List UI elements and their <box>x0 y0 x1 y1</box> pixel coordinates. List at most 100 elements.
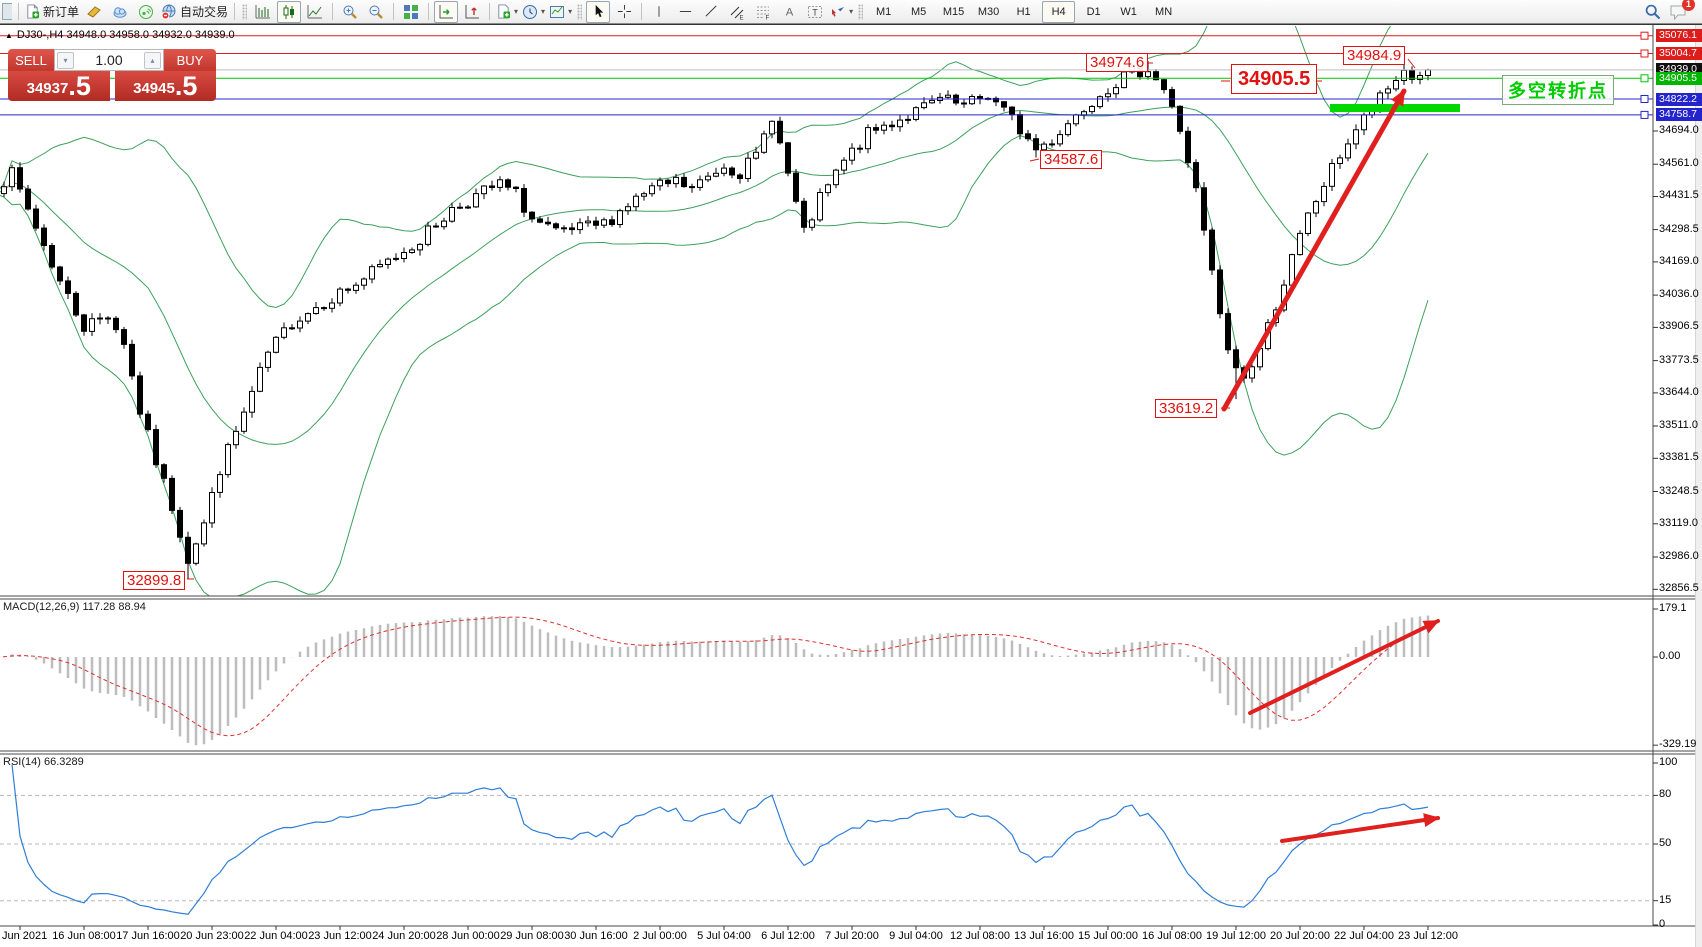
chart-shift-button[interactable] <box>460 1 484 23</box>
line-chart-button[interactable] <box>303 1 327 23</box>
buy-price-frac: .5 <box>174 71 198 101</box>
publish-button[interactable] <box>108 1 132 23</box>
sell-price-frac: .5 <box>68 71 91 101</box>
buy-button[interactable]: BUY <box>164 49 216 71</box>
toolbar-grip[interactable] <box>242 3 248 20</box>
turning-point-annotation[interactable]: 多空转折点 <box>1502 75 1614 105</box>
timeframe-button-H1[interactable]: H1 <box>1016 5 1031 18</box>
time-axis-label: 17 Jun 16:00 <box>116 930 180 942</box>
crosshair-tool-button[interactable] <box>612 1 636 23</box>
toolbar-grip[interactable] <box>858 3 864 20</box>
vertical-line-icon <box>658 6 660 17</box>
chart-window: ▲ DJ30-,H4 34948.0 34958.0 34932.0 34939.… <box>0 24 1702 947</box>
time-axis-label: 23 Jul 12:00 <box>1398 930 1458 942</box>
price-axis-tick-label: 33248.5 <box>1659 484 1699 497</box>
macd-axis-tick-label: 0.00 <box>1659 650 1681 662</box>
one-click-trade-panel: SELL ▾ 1.00 ▴ BUY 34937.5 34945.5 <box>8 49 216 101</box>
autotrading-button[interactable]: 自动交易 <box>160 1 229 23</box>
rsi-indicator-label: RSI(14) 66.3289 <box>3 756 84 768</box>
candlestick-chart-icon <box>283 4 295 19</box>
styler-button[interactable] <box>82 1 106 23</box>
text-tool-button[interactable]: A <box>777 1 801 23</box>
price-axis-tick-label: 34561.0 <box>1659 157 1699 170</box>
add-indicator-button[interactable]: ▾ <box>495 1 519 23</box>
price-callout-label[interactable]: 34587.6 <box>1040 150 1103 169</box>
auto-scroll-button[interactable] <box>434 0 459 23</box>
time-axis-label: 22 Jun 04:00 <box>244 930 308 942</box>
channel-tool-button[interactable]: E <box>725 1 749 23</box>
text-label-icon: T <box>808 5 823 18</box>
templates-button[interactable]: ▾ <box>548 1 573 23</box>
signals-button[interactable] <box>134 1 158 23</box>
price-axis-tick-label: 34036.0 <box>1659 288 1699 301</box>
price-callout-label[interactable]: 34905.5 <box>1231 64 1318 94</box>
time-axis-label: 16 Jun 08:00 <box>52 930 116 942</box>
zoom-in-button[interactable] <box>338 1 362 23</box>
text-label-tool-button[interactable]: T <box>803 1 827 23</box>
price-callout-label[interactable]: 32899.8 <box>123 571 186 590</box>
price-callout-label[interactable]: 34974.6 <box>1086 53 1149 72</box>
price-callout-label[interactable]: 33619.2 <box>1155 399 1218 418</box>
price-line-axis-label: 35076.1 <box>1656 29 1702 43</box>
periods-button[interactable]: ▾ <box>521 1 546 23</box>
horizontal-line-tool-button[interactable] <box>673 1 697 23</box>
volume-value[interactable]: 1.00 <box>95 52 123 68</box>
rsi-axis-tick-label: 0 <box>1659 918 1666 930</box>
tile-windows-button[interactable] <box>399 1 423 23</box>
timeframe-button-M15[interactable]: M15 <box>942 5 965 18</box>
toolbar-separator <box>18 3 19 20</box>
main-toolbar: 新订单 自动交易 <box>0 0 1702 24</box>
trend-arrows[interactable] <box>1221 88 1440 843</box>
add-indicator-icon <box>498 4 511 19</box>
axis-tick-marks <box>19 130 1658 930</box>
clipped-toolbar-icon[interactable] <box>2 3 12 20</box>
vertical-line-tool-button[interactable] <box>647 1 671 23</box>
timeframe-button-MN[interactable]: MN <box>1155 5 1173 18</box>
time-axis-label: 15 Jul 00:00 <box>1078 930 1138 942</box>
candlestick-chart-button[interactable] <box>277 0 302 23</box>
buy-price-main: 34945 <box>133 80 175 97</box>
macd-pane <box>0 615 1430 746</box>
fibonacci-tool-button[interactable]: F <box>751 1 775 23</box>
svg-text:E: E <box>740 15 744 20</box>
volume-decrease-button[interactable]: ▾ <box>57 51 74 69</box>
signal-icon <box>139 4 154 19</box>
timeframe-toolbar: M1 M5 M15 M30 H1 H4 D1 W1 MN <box>866 0 1181 23</box>
channel-icon: E <box>730 6 744 20</box>
timeframe-button-H4[interactable]: H4 <box>1042 0 1076 23</box>
price-callout-label[interactable]: 34984.9 <box>1343 46 1406 65</box>
trendline-tool-button[interactable] <box>699 1 723 23</box>
toolbar-grip[interactable] <box>577 3 583 20</box>
notifications-button[interactable]: 1 <box>1666 0 1695 23</box>
search-button[interactable] <box>1640 1 1664 23</box>
zoom-out-button[interactable] <box>364 1 388 23</box>
price-line-axis-label: 34905.5 <box>1656 71 1702 85</box>
buy-price-button[interactable]: 34945.5 <box>114 71 216 101</box>
arrows-tool-button[interactable]: ▾ <box>829 1 854 23</box>
dropdown-caret-icon: ▾ <box>849 6 854 16</box>
zoom-in-icon <box>343 5 357 19</box>
auto-scroll-icon <box>439 4 454 18</box>
timeframe-button-M1[interactable]: M1 <box>875 5 892 18</box>
bar-chart-button[interactable] <box>251 1 275 23</box>
timeframe-button-M30[interactable]: M30 <box>977 5 1000 18</box>
horizontal-level-lines[interactable] <box>0 31 1653 119</box>
trendline-icon <box>705 5 717 17</box>
cursor-tool-button[interactable] <box>586 0 611 23</box>
time-axis-label: 19 Jul 12:00 <box>1206 930 1266 942</box>
new-order-icon <box>27 4 40 19</box>
timeframe-button-W1[interactable]: W1 <box>1120 5 1137 18</box>
timeframe-button-D1[interactable]: D1 <box>1086 5 1101 18</box>
timeframe-button-M5[interactable]: M5 <box>910 5 927 18</box>
volume-increase-button[interactable]: ▴ <box>144 51 161 69</box>
new-order-button[interactable]: 新订单 <box>24 1 80 23</box>
sell-price-button[interactable]: 34937.5 <box>8 71 110 101</box>
price-line-axis-label: 35004.7 <box>1656 47 1702 60</box>
time-axis-label: 28 Jun 00:00 <box>436 930 500 942</box>
time-axis-label: 16 Jul 08:00 <box>1142 930 1202 942</box>
dropdown-caret-icon: ▾ <box>541 6 546 16</box>
volume-stepper[interactable]: ▾ 1.00 ▴ <box>54 49 164 71</box>
sell-button[interactable]: SELL <box>8 49 54 71</box>
